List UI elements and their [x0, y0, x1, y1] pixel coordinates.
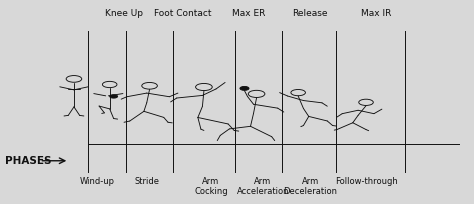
Text: Knee Up: Knee Up — [105, 9, 143, 18]
Text: Arm
Deceleration: Arm Deceleration — [283, 177, 337, 196]
Circle shape — [240, 86, 249, 90]
Text: Stride: Stride — [135, 177, 160, 186]
Text: Wind-up: Wind-up — [80, 177, 115, 186]
Text: Arm
Cocking: Arm Cocking — [194, 177, 228, 196]
Text: Max IR: Max IR — [361, 9, 392, 18]
Text: Release: Release — [292, 9, 328, 18]
Text: PHASES: PHASES — [5, 156, 52, 166]
Text: Arm
Acceleration: Arm Acceleration — [237, 177, 289, 196]
Text: Foot Contact: Foot Contact — [154, 9, 211, 18]
Text: Follow-through: Follow-through — [336, 177, 398, 186]
Text: Max ER: Max ER — [232, 9, 265, 18]
Circle shape — [109, 95, 118, 98]
